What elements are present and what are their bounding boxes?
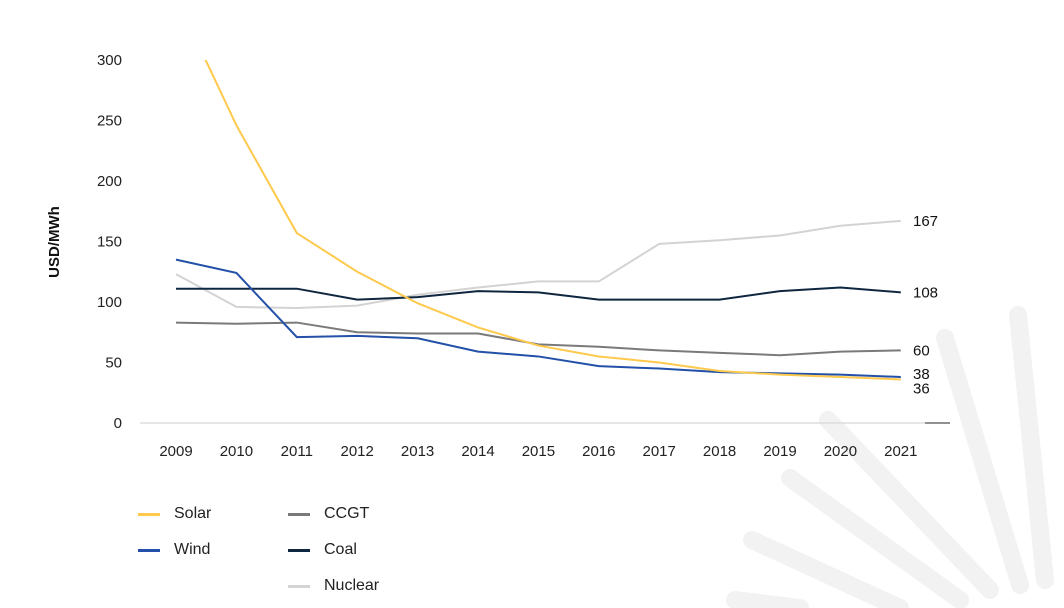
legend-item-nuclear: Nuclear: [288, 577, 379, 595]
legend-swatch: [288, 584, 310, 588]
legend-swatch: [138, 548, 160, 552]
y-tick-label: 50: [105, 355, 122, 372]
end-label-solar: 36: [913, 380, 930, 397]
sunburst-ray: [743, 531, 909, 608]
series-line-nuclear: [175, 219, 901, 310]
series-line-wind: [175, 258, 901, 379]
x-tick-label: 2014: [461, 443, 494, 460]
y-tick-label: 100: [97, 294, 122, 311]
sunburst-ray: [819, 411, 999, 599]
x-tick-label: 2017: [643, 443, 676, 460]
x-tick-label: 2019: [763, 443, 796, 460]
x-tick-label: 2009: [159, 443, 192, 460]
decorative-sunburst: [726, 306, 1054, 608]
y-tick-label: 300: [97, 52, 122, 69]
legend-label: Coal: [324, 541, 357, 558]
sunburst-ray: [726, 591, 809, 608]
legend-label: Solar: [174, 505, 212, 522]
sunburst-ray: [781, 469, 969, 608]
legend-label: Nuclear: [324, 577, 380, 594]
end-label-wind: 38: [913, 366, 930, 383]
series-line-solar: [204, 60, 901, 381]
legend-label: CCGT: [324, 505, 370, 522]
series-line-ccgt: [175, 321, 901, 357]
y-tick-label: 250: [97, 113, 122, 130]
x-tick-label: 2012: [341, 443, 374, 460]
x-tick-label: 2013: [401, 443, 434, 460]
x-tick-label: 2010: [220, 443, 253, 460]
x-tick-label: 2018: [703, 443, 736, 460]
end-label-nuclear: 167: [913, 213, 938, 230]
legend-item-ccgt: CCGT: [288, 505, 369, 523]
x-tick-label: 2020: [824, 443, 857, 460]
end-label-coal: 108: [913, 284, 938, 301]
x-tick-label: 2016: [582, 443, 615, 460]
y-tick-label: 0: [114, 415, 122, 432]
legend-label: Wind: [174, 541, 211, 558]
x-tick-label: 2021: [884, 443, 917, 460]
legend-swatch: [288, 512, 310, 516]
x-tick-label: 2015: [522, 443, 555, 460]
y-tick-label: 150: [97, 234, 122, 251]
sunburst-ray: [936, 329, 1029, 594]
legend-item-wind: Wind: [138, 541, 210, 559]
series-line-coal: [176, 286, 901, 301]
y-axis-label: USD/MWh: [46, 206, 63, 278]
x-tick-label: 2011: [281, 443, 313, 460]
sunburst-ray: [1009, 306, 1054, 589]
legend-item-solar: Solar: [138, 505, 211, 523]
legend-swatch: [288, 548, 310, 552]
y-tick-label: 200: [97, 173, 122, 190]
end-label-ccgt: 60: [913, 342, 930, 359]
legend-swatch: [138, 512, 160, 516]
legend-item-coal: Coal: [288, 541, 357, 559]
